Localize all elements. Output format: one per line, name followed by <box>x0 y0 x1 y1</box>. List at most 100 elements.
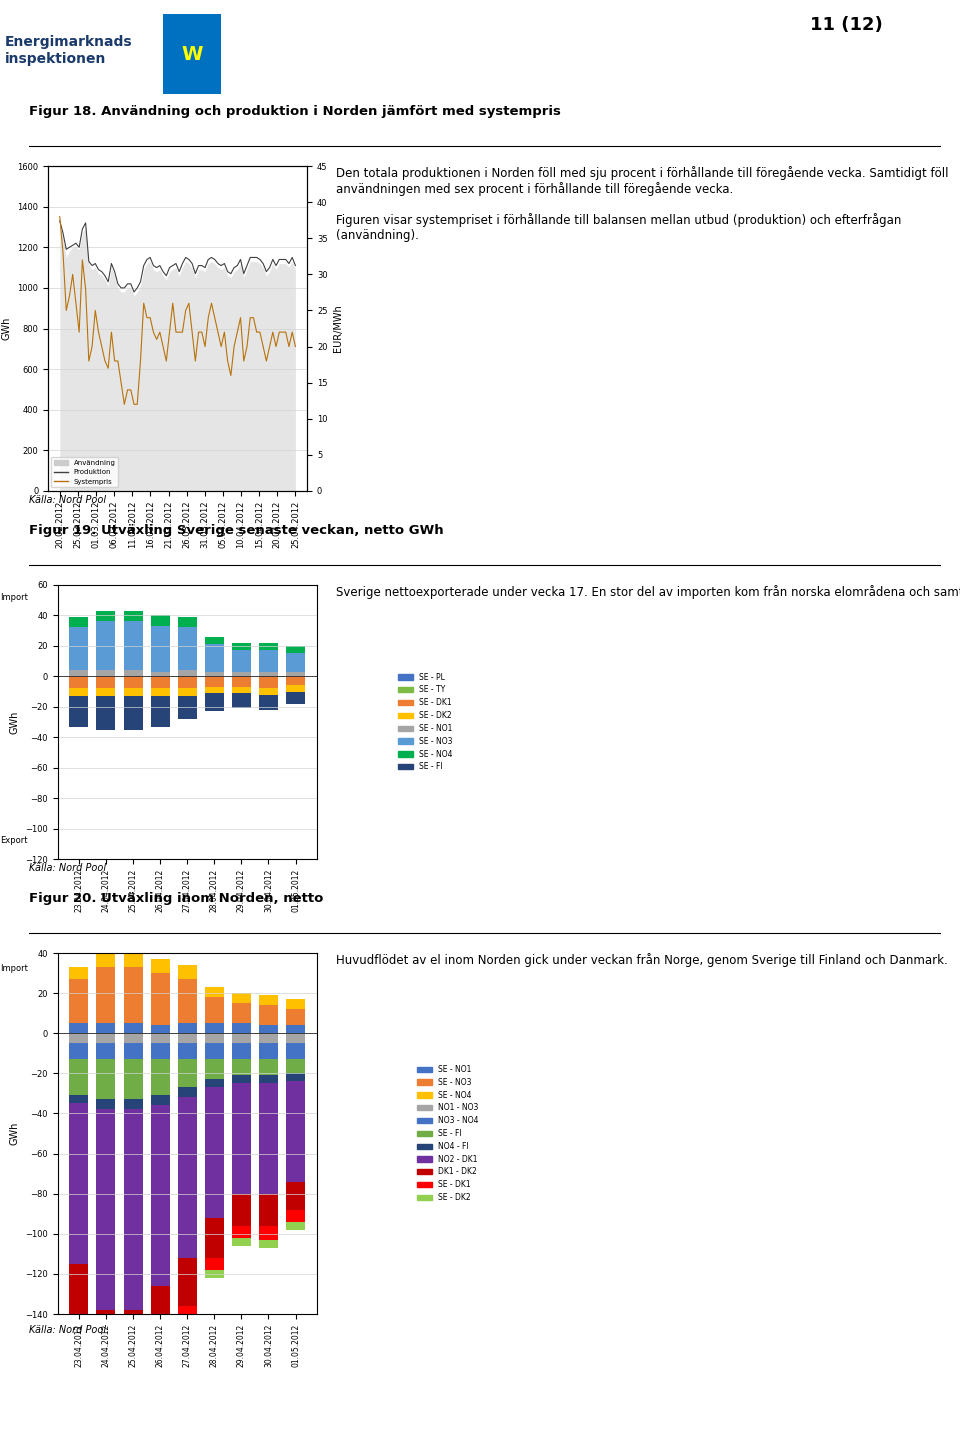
Bar <box>151 1341 170 1359</box>
Bar <box>232 1034 251 1043</box>
Bar <box>232 1076 251 1083</box>
Bar <box>69 1096 88 1103</box>
Bar <box>232 993 251 1004</box>
Bar <box>259 995 278 1005</box>
Bar <box>259 695 278 710</box>
Bar <box>232 687 251 693</box>
Bar <box>232 1194 251 1226</box>
Bar <box>151 676 170 689</box>
Bar <box>151 627 170 671</box>
Bar <box>204 693 224 712</box>
Bar <box>96 1043 115 1060</box>
Bar <box>69 676 88 689</box>
Bar <box>204 644 224 671</box>
Bar <box>259 1083 278 1194</box>
Bar <box>286 1222 305 1230</box>
Bar <box>232 671 251 676</box>
Text: W: W <box>181 45 203 64</box>
Bar <box>204 1217 224 1258</box>
Bar <box>286 1181 305 1210</box>
Bar <box>124 1043 142 1060</box>
Bar <box>69 1314 88 1328</box>
Bar <box>151 1034 170 1043</box>
Bar <box>178 1087 197 1097</box>
Bar <box>232 1238 251 1246</box>
Y-axis label: EUR/MWh: EUR/MWh <box>333 305 343 352</box>
Text: Figur 20. Utväxling inom Norden, netto: Figur 20. Utväxling inom Norden, netto <box>29 892 324 905</box>
Text: Import: Import <box>1 965 29 973</box>
Bar <box>151 1106 170 1287</box>
Bar <box>178 1024 197 1034</box>
Bar <box>124 1310 142 1370</box>
Bar <box>286 1073 305 1082</box>
Text: Sverige nettoexporterade under vecka 17. En stor del av importen kom från norska: Sverige nettoexporterade under vecka 17.… <box>336 585 960 599</box>
Text: Källa: Nord Pool: Källa: Nord Pool <box>29 864 106 872</box>
Bar <box>96 1034 115 1043</box>
Bar <box>151 696 170 726</box>
Bar <box>96 1370 115 1386</box>
Text: Källa: Nord Pool: Källa: Nord Pool <box>29 495 106 504</box>
Bar <box>232 1043 251 1060</box>
Bar <box>286 1009 305 1025</box>
Bar <box>69 689 88 696</box>
Y-axis label: GWh: GWh <box>10 710 19 734</box>
Bar <box>232 676 251 687</box>
Bar <box>286 686 305 692</box>
Bar <box>96 1109 115 1310</box>
Bar <box>69 967 88 979</box>
Bar <box>204 637 224 644</box>
Bar <box>204 1043 224 1060</box>
Text: 11 (12): 11 (12) <box>810 16 883 35</box>
Bar <box>178 1043 197 1060</box>
Bar <box>96 967 115 1024</box>
Bar <box>124 676 142 689</box>
Bar <box>69 617 88 628</box>
Bar <box>124 611 142 621</box>
Bar <box>259 1043 278 1060</box>
Bar <box>96 676 115 689</box>
Bar <box>124 670 142 676</box>
Bar <box>151 1060 170 1096</box>
Bar <box>178 628 197 670</box>
Bar <box>96 953 115 967</box>
Bar <box>151 615 170 627</box>
Bar <box>259 650 278 671</box>
Bar <box>259 689 278 695</box>
Bar <box>124 1099 142 1109</box>
Bar <box>204 1034 224 1043</box>
Bar <box>286 1210 305 1222</box>
Bar <box>69 979 88 1024</box>
Bar <box>69 1043 88 1060</box>
Y-axis label: GWh: GWh <box>2 316 12 341</box>
Bar <box>69 696 88 726</box>
Bar <box>151 1096 170 1106</box>
Bar <box>151 1025 170 1034</box>
Bar <box>204 1080 224 1087</box>
Text: Den totala produktionen i Norden föll med sju procent i förhållande till föregåe: Den totala produktionen i Norden föll me… <box>336 166 948 243</box>
Bar <box>204 676 224 687</box>
Bar <box>232 1004 251 1024</box>
Bar <box>69 628 88 670</box>
Bar <box>232 693 251 709</box>
Text: Källa: Nord Pool: Källa: Nord Pool <box>29 1326 106 1334</box>
Legend: Användning, Produktion, Systempris: Användning, Produktion, Systempris <box>52 456 118 488</box>
Text: Export: Export <box>1 836 28 845</box>
Legend: SE - PL, SE - TY, SE - DK1, SE - DK2, SE - NO1, SE - NO3, SE - NO4, SE - FI: SE - PL, SE - TY, SE - DK1, SE - DK2, SE… <box>395 670 456 774</box>
Bar <box>178 689 197 696</box>
Bar <box>124 1034 142 1043</box>
Bar <box>96 696 115 729</box>
Bar <box>96 1060 115 1099</box>
Bar <box>124 621 142 670</box>
Bar <box>151 1043 170 1060</box>
Bar <box>286 676 305 686</box>
Bar <box>286 1025 305 1034</box>
Bar <box>232 643 251 650</box>
Bar <box>69 1024 88 1034</box>
Bar <box>151 959 170 973</box>
Bar <box>96 621 115 670</box>
Bar <box>151 671 170 676</box>
Bar <box>124 1024 142 1034</box>
Bar <box>96 1024 115 1034</box>
Bar <box>204 988 224 998</box>
Bar <box>204 1087 224 1217</box>
